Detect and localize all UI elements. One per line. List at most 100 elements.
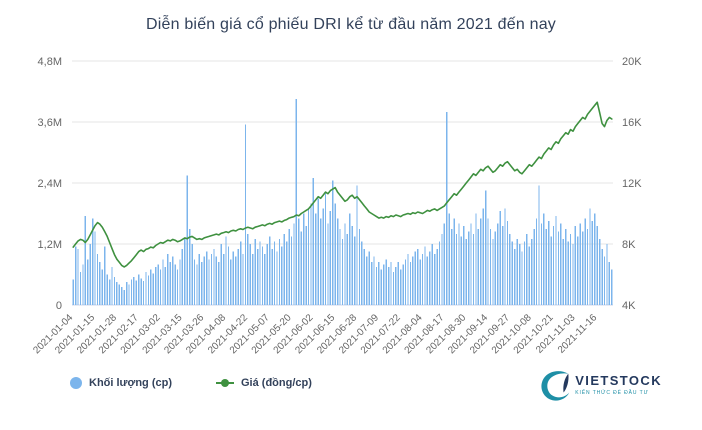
volume-bar [135, 280, 137, 305]
volume-bar [169, 261, 171, 305]
volume-bar [186, 175, 188, 306]
volume-bar [159, 269, 162, 305]
volume-bar [489, 228, 492, 305]
volume-bar [232, 251, 234, 306]
volume-bar [528, 246, 530, 305]
volume-bar [358, 228, 361, 305]
volume-bar [77, 249, 79, 305]
volume-bar [412, 256, 414, 305]
volume-bar [543, 213, 545, 305]
volume-bar [484, 190, 487, 306]
volume-bar [271, 249, 273, 305]
volume-bar [128, 284, 130, 305]
volume-bar [242, 254, 244, 305]
volume-bar [317, 198, 319, 305]
volume-bar [402, 264, 404, 305]
volume-bar [460, 236, 463, 306]
volume-bar [577, 236, 579, 306]
volume-bar [431, 244, 433, 305]
volume-bar [380, 269, 382, 305]
volume-bar [538, 185, 540, 305]
volume-bar [436, 249, 438, 305]
volume-bar [349, 213, 351, 305]
volume-bar [531, 238, 533, 305]
volume-bar [370, 261, 373, 305]
volume-bar [409, 261, 412, 305]
volume-bar [254, 238, 256, 305]
volume-bar [152, 273, 154, 305]
volume-bar [125, 282, 128, 306]
volume-bar [598, 238, 601, 305]
y-axis-label-right: 4K [622, 300, 636, 312]
volume-bar [162, 259, 164, 305]
volume-bar [448, 213, 450, 305]
volume-bar [87, 259, 89, 305]
volume-bar [497, 223, 499, 305]
y-axis-label-right: 12K [622, 178, 642, 190]
volume-bar [363, 249, 365, 305]
volume-bar [606, 244, 608, 305]
volume-bar [533, 228, 535, 305]
volume-bar [387, 266, 390, 306]
volume-bar [264, 254, 266, 305]
volume-legend-marker-icon [70, 377, 82, 389]
volume-bar [611, 269, 613, 305]
volume-bar [341, 238, 344, 305]
volume-bar [395, 266, 397, 306]
volume-bar [213, 249, 215, 305]
volume-bar [414, 251, 416, 306]
volume-bar [429, 251, 431, 306]
volume-bar [397, 261, 399, 305]
volume-bar [113, 277, 116, 305]
volume-bar [516, 238, 518, 305]
volume-bars [72, 99, 613, 306]
volume-bar [443, 223, 446, 305]
volume-bar [310, 203, 312, 305]
volume-bar [385, 259, 387, 305]
volume-bar [101, 269, 103, 305]
volume-bar [222, 254, 225, 305]
volume-bar [322, 208, 324, 305]
chart-title: Diễn biến giá cổ phiếu DRI kể từ đầu năm… [145, 16, 556, 33]
volume-bar [130, 279, 133, 305]
vietstock-swirl-icon [541, 371, 570, 401]
legend-item-price[interactable]: Giá (đồng/cp) [216, 377, 312, 389]
volume-bar [320, 218, 322, 305]
volume-bar [480, 218, 482, 305]
volume-bar [329, 210, 332, 305]
volume-bar [172, 256, 174, 305]
volume-bar [603, 256, 606, 305]
volume-bar [225, 236, 227, 306]
volume-bar [589, 208, 591, 305]
volume-bar [99, 261, 101, 305]
volume-bar [475, 213, 477, 305]
volume-bar [465, 238, 467, 305]
volume-bar [346, 233, 349, 305]
volume-bar [315, 213, 317, 305]
volume-bar [586, 228, 589, 305]
volume-bar [523, 241, 526, 305]
volume-bar [259, 241, 261, 305]
volume-bar [164, 266, 167, 306]
volume-bar [198, 254, 201, 305]
vietstock-tagline: KIẾN THỨC ĐỂ ĐẦU TƯ [575, 390, 649, 396]
volume-bar [535, 218, 538, 305]
volume-bar [518, 244, 521, 305]
volume-bar [562, 238, 564, 305]
volume-bar [368, 251, 370, 306]
volume-bar [249, 244, 251, 305]
volume-bar [467, 231, 470, 305]
y-axis-label-left: 3,6M [38, 117, 62, 129]
volume-bar [244, 124, 247, 305]
volume-bar [72, 279, 74, 305]
y-axis-label-left: 2,4M [38, 178, 62, 190]
volume-bar [392, 271, 395, 305]
volume-bar [540, 223, 543, 305]
volume-bar [196, 264, 198, 305]
volume-bar [572, 244, 574, 305]
legend-item-volume[interactable]: Khối lượng (cp) [70, 377, 172, 389]
volume-bar [176, 269, 179, 305]
volume-bar [106, 274, 108, 305]
volume-bar [526, 233, 528, 305]
